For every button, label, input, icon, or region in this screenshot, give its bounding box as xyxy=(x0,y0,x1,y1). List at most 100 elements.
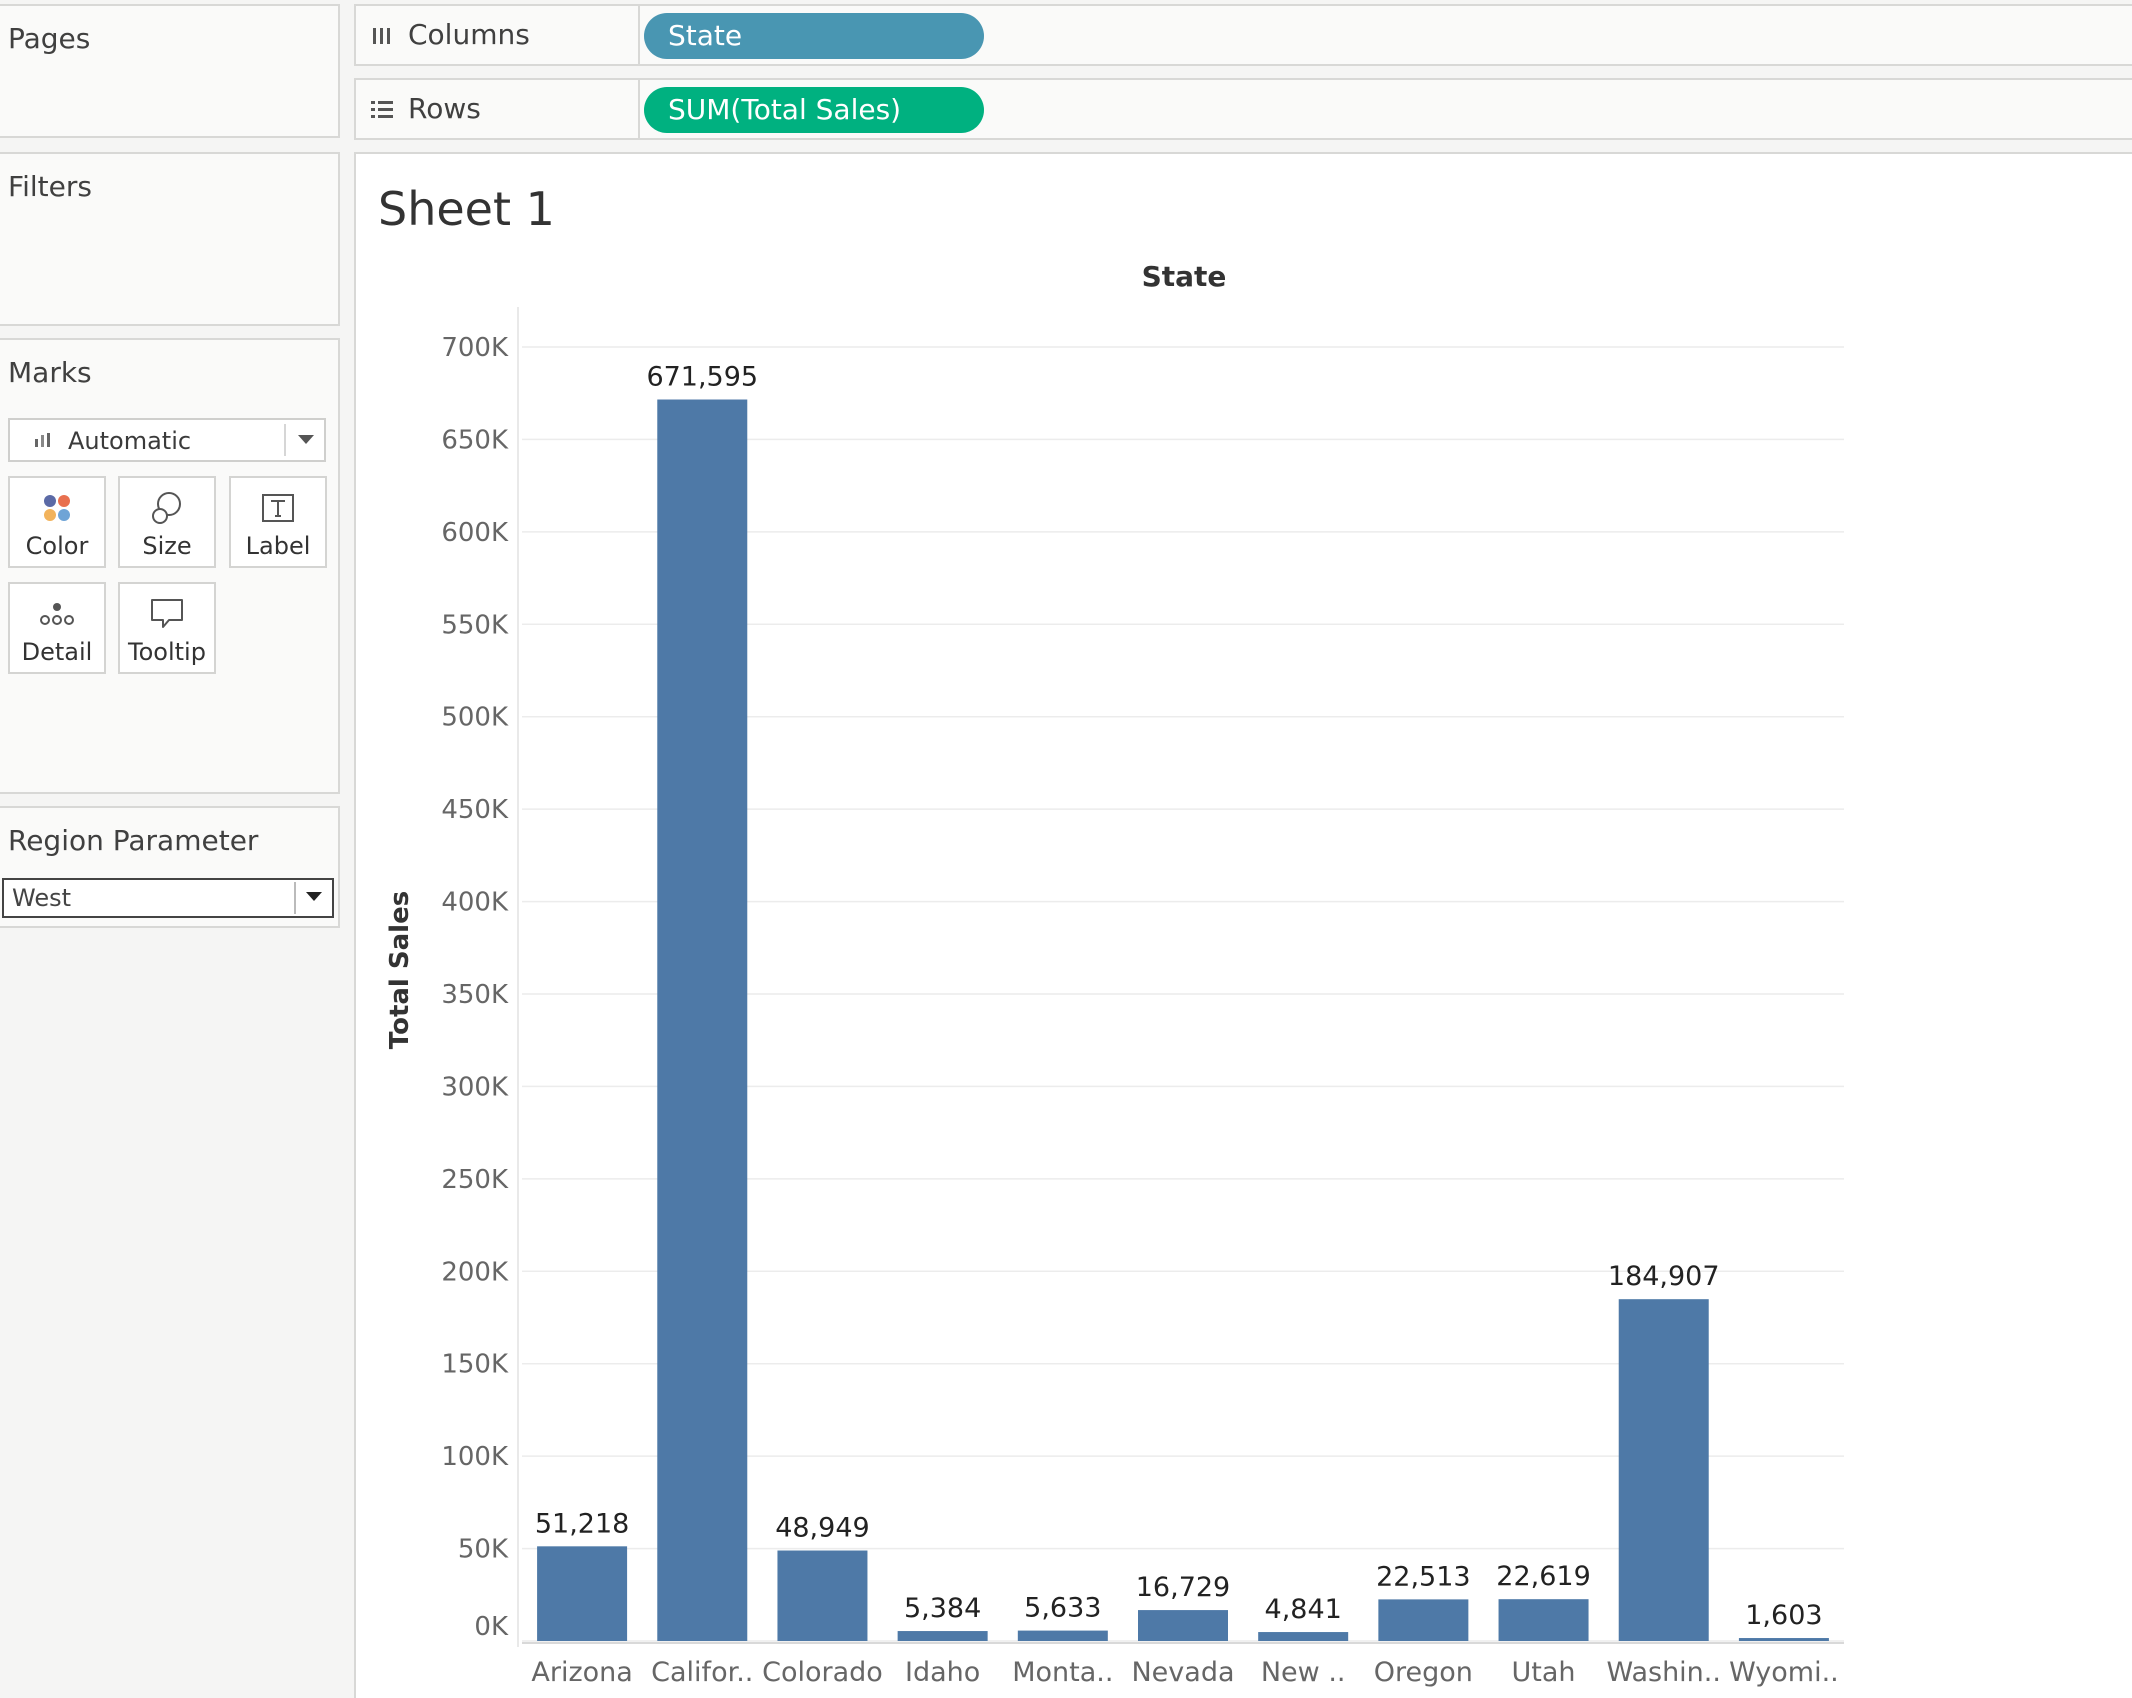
y-tick-label: 250K xyxy=(441,1165,509,1195)
y-tick-label: 400K xyxy=(441,888,509,918)
dropdown-divider xyxy=(294,882,296,914)
bar-oregon[interactable] xyxy=(1378,1599,1469,1641)
category-label[interactable]: Nevada xyxy=(1131,1657,1234,1688)
size-button[interactable]: Size xyxy=(118,476,216,568)
y-tick-label: 300K xyxy=(441,1072,509,1102)
state-pill[interactable]: State xyxy=(644,13,984,59)
y-tick-label: 650K xyxy=(441,425,509,455)
columns-shelf[interactable]: Columns State xyxy=(354,4,2132,66)
y-tick-label: 50K xyxy=(458,1535,509,1565)
bar-value-label: 5,384 xyxy=(904,1593,981,1624)
y-axis-title[interactable]: Total Sales xyxy=(385,891,415,1049)
category-label[interactable]: Utah xyxy=(1512,1657,1576,1688)
region-parameter-title: Region Parameter xyxy=(8,824,259,857)
y-tick-label: 200K xyxy=(441,1257,509,1287)
bar-arizona[interactable] xyxy=(537,1546,628,1641)
columns-icon xyxy=(372,26,392,44)
category-label[interactable]: Colorado xyxy=(762,1657,883,1688)
rows-icon xyxy=(371,101,393,118)
bar-idaho[interactable] xyxy=(897,1631,988,1641)
bar-value-label: 51,218 xyxy=(535,1508,629,1539)
marks-card: Marks Automatic Color xyxy=(0,338,340,794)
y-tick-label: 700K xyxy=(441,333,509,363)
y-tick-label: 600K xyxy=(441,518,509,548)
text-label-icon xyxy=(262,494,294,522)
category-label[interactable]: New .. xyxy=(1261,1657,1346,1688)
bar-washin[interactable] xyxy=(1618,1299,1709,1641)
tooltip-label: Tooltip xyxy=(128,638,206,666)
filters-card[interactable]: Filters xyxy=(0,152,340,326)
category-label[interactable]: Monta.. xyxy=(1012,1657,1113,1688)
bar-value-label: 184,907 xyxy=(1608,1261,1720,1292)
bar-chart: State Total Sales 0K 50K 100K 150K 200K 250K 3… xyxy=(385,260,1844,1688)
category-label[interactable]: Califor.. xyxy=(651,1657,753,1688)
pages-card[interactable]: Pages xyxy=(0,4,340,138)
bar-value-label: 22,619 xyxy=(1496,1561,1590,1592)
bar-monta[interactable] xyxy=(1017,1630,1108,1641)
sheet-title[interactable]: Sheet 1 xyxy=(378,182,555,236)
chevron-down-icon[interactable] xyxy=(298,435,314,444)
y-tick-label: 0K xyxy=(474,1612,509,1642)
color-button[interactable]: Color xyxy=(8,476,106,568)
region-parameter-value: West xyxy=(12,884,72,912)
bar-utah[interactable] xyxy=(1498,1599,1589,1641)
color-icon xyxy=(44,495,70,521)
region-parameter-dropdown[interactable]: West xyxy=(2,878,334,918)
bar-new[interactable] xyxy=(1258,1632,1349,1641)
bar-nevada[interactable] xyxy=(1138,1610,1228,1641)
bar-value-label: 22,513 xyxy=(1376,1561,1470,1592)
size-label: Size xyxy=(142,532,192,560)
category-label[interactable]: Idaho xyxy=(905,1657,980,1688)
bar-colorado[interactable] xyxy=(777,1550,868,1641)
marks-title: Marks xyxy=(8,356,92,389)
x-axis-categories: Arizona Califor.. Colorado Idaho Monta.. Neva… xyxy=(531,1657,1838,1688)
category-label[interactable]: Arizona xyxy=(531,1657,632,1688)
size-icon xyxy=(152,492,181,524)
bar-value-label: 48,949 xyxy=(775,1513,869,1544)
y-tick-label: 450K xyxy=(441,795,509,825)
columns-shelf-header: Columns xyxy=(356,6,640,64)
dropdown-divider xyxy=(284,424,286,456)
y-tick-label: 350K xyxy=(441,980,509,1010)
detail-button[interactable]: Detail xyxy=(8,582,106,674)
chevron-down-icon[interactable] xyxy=(306,892,322,901)
label-label: Label xyxy=(245,532,311,560)
region-parameter-card: Region Parameter West xyxy=(0,806,340,928)
bar-value-label: 16,729 xyxy=(1136,1572,1230,1603)
y-tick-label: 500K xyxy=(441,703,509,733)
mark-type-label: Automatic xyxy=(68,427,192,455)
bar-value-label: 5,633 xyxy=(1024,1593,1101,1624)
y-tick-label: 150K xyxy=(441,1350,509,1380)
bar-value-label: 4,841 xyxy=(1265,1594,1342,1625)
category-label[interactable]: Wyomi.. xyxy=(1729,1657,1839,1688)
bar-califor[interactable] xyxy=(657,399,748,1641)
sheet-view: Sheet 1 State Total Sales 0K 50K 100K 150K 2… xyxy=(354,152,2132,1698)
category-label[interactable]: Washin.. xyxy=(1606,1657,1720,1688)
detail-icon xyxy=(40,603,74,625)
total-sales-pill[interactable]: SUM(Total Sales) xyxy=(644,87,984,133)
filters-title: Filters xyxy=(8,170,92,203)
color-label: Color xyxy=(25,532,89,560)
label-button[interactable]: Label xyxy=(229,476,327,568)
pages-title: Pages xyxy=(8,22,91,55)
y-axis-ticks: 0K 50K 100K 150K 200K 250K 300K 350K 400K 450K 500… xyxy=(441,333,509,1642)
tooltip-button[interactable]: Tooltip xyxy=(118,582,216,674)
columns-label: Columns xyxy=(408,18,530,51)
detail-label: Detail xyxy=(21,638,93,666)
bar-value-label: 1,603 xyxy=(1745,1600,1822,1631)
bar-value-label: 671,595 xyxy=(646,362,758,393)
y-tick-label: 550K xyxy=(441,610,509,640)
tooltip-icon xyxy=(151,599,183,628)
y-tick-label: 100K xyxy=(441,1442,509,1472)
bar-value-labels: 51,218 671,595 48,949 5,384 5,633 16,729 4,841… xyxy=(535,362,1823,1632)
mark-type-dropdown[interactable]: Automatic xyxy=(8,418,326,462)
rows-shelf-header: Rows xyxy=(356,80,640,138)
column-header[interactable]: State xyxy=(1142,260,1227,293)
bars xyxy=(537,399,1829,1641)
category-label[interactable]: Oregon xyxy=(1374,1657,1473,1688)
rows-shelf[interactable]: Rows SUM(Total Sales) xyxy=(354,78,2132,140)
bar-chart-icon xyxy=(35,433,50,447)
rows-label: Rows xyxy=(408,92,481,125)
bar-wyomi[interactable] xyxy=(1738,1638,1829,1641)
